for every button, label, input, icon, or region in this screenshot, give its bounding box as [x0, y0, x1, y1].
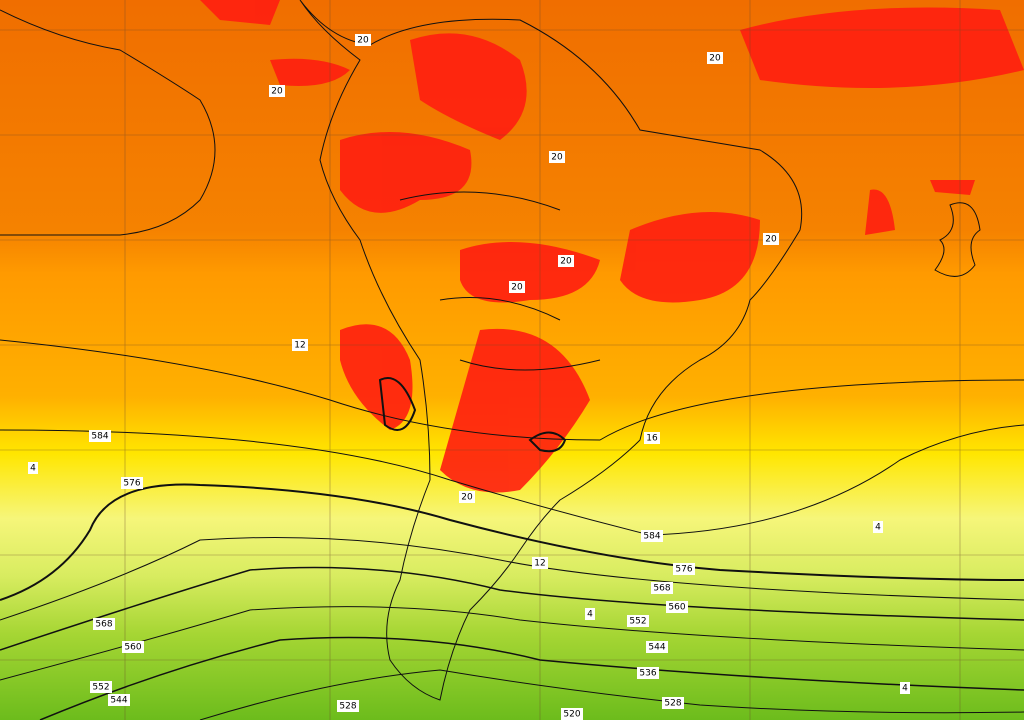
contour-label: 576: [123, 479, 140, 489]
red-area: [410, 33, 527, 141]
label-box: [28, 462, 38, 474]
label-box: [646, 641, 668, 653]
contour-label: 536: [639, 669, 656, 679]
contour-line: [199, 669, 1024, 720]
red-area: [340, 324, 413, 430]
label-box: [900, 682, 910, 694]
label-box: [532, 557, 548, 569]
label-box: [627, 615, 649, 627]
contour-label: 560: [124, 643, 141, 653]
label-box: [549, 151, 565, 163]
contour-label: 20: [560, 257, 572, 267]
contour-label: 20: [511, 283, 523, 293]
contour-label: 544: [648, 643, 665, 653]
label-box: [873, 521, 883, 533]
coastlines: [0, 0, 981, 701]
contour-label: 4: [875, 523, 881, 533]
label-box: [673, 563, 695, 575]
contour-label: 4: [30, 464, 36, 474]
contour-label: 4: [902, 684, 908, 694]
red-area: [865, 180, 975, 235]
contour-label: 12: [294, 341, 305, 351]
contour-label: 528: [339, 702, 356, 712]
contour-label: 20: [551, 153, 563, 163]
contour-label: 584: [91, 432, 108, 442]
label-box: [90, 681, 112, 693]
contour-label: 20: [357, 36, 369, 46]
contour-label: 20: [709, 54, 721, 64]
contour-line: [0, 537, 1024, 621]
border-lines: [399, 191, 601, 371]
contour-label: 12: [534, 559, 545, 569]
red-area: [740, 7, 1024, 88]
contour-line: [0, 566, 1024, 651]
red-area: [340, 132, 472, 213]
label-box: [337, 700, 359, 712]
label-box: [763, 233, 779, 245]
contour-line: [0, 606, 1024, 681]
label-box: [122, 641, 144, 653]
contour-labels: 20 20 20 20 20 20 20 20 12 12 16 4 4 4 4 584 584 576 576 56…: [28, 34, 910, 720]
contour-label: 584: [643, 532, 660, 542]
label-box: [707, 52, 723, 64]
label-box: [292, 339, 308, 351]
contour-label: 544: [110, 696, 127, 706]
contour-label: 20: [461, 493, 473, 503]
label-box: [269, 85, 285, 97]
contour-line: [0, 483, 1024, 601]
label-box: [355, 34, 371, 46]
red-area: [200, 0, 280, 25]
contour-line: [0, 339, 1024, 441]
red-area: [620, 212, 760, 303]
label-box: [662, 697, 684, 709]
label-box: [561, 708, 583, 720]
label-box: [641, 530, 663, 542]
label-box: [93, 618, 115, 630]
contour-label: 4: [587, 610, 593, 620]
contour-loop: [378, 377, 567, 453]
contour-label: 16: [646, 434, 658, 444]
label-box: [651, 582, 673, 594]
warm-anomaly-areas: [200, 0, 1024, 493]
contour-line: [0, 424, 1024, 536]
contour-label: 20: [271, 87, 283, 97]
contour-label: 520: [563, 710, 580, 720]
contour-label: 560: [668, 603, 685, 613]
label-box: [108, 694, 130, 706]
contour-label: 576: [675, 565, 692, 575]
label-box: [558, 255, 574, 267]
label-box: [666, 601, 688, 613]
island-outline: [934, 202, 981, 277]
label-box: [89, 430, 111, 442]
contour-label: 528: [664, 699, 681, 709]
contour-line: [39, 636, 1024, 720]
contour-label: 552: [92, 683, 109, 693]
label-box: [121, 477, 143, 489]
contour-label: 568: [95, 620, 112, 630]
label-box: [459, 491, 475, 503]
contour-label: 20: [765, 235, 777, 245]
coast-outline: [0, 9, 216, 236]
contour-label: 552: [629, 617, 646, 627]
continent-outline: [299, 0, 803, 701]
contours: [0, 339, 1024, 720]
label-box: [509, 281, 525, 293]
label-box: [585, 608, 595, 620]
contour-label: 568: [653, 584, 670, 594]
label-box: [637, 667, 659, 679]
label-box: [644, 432, 660, 444]
